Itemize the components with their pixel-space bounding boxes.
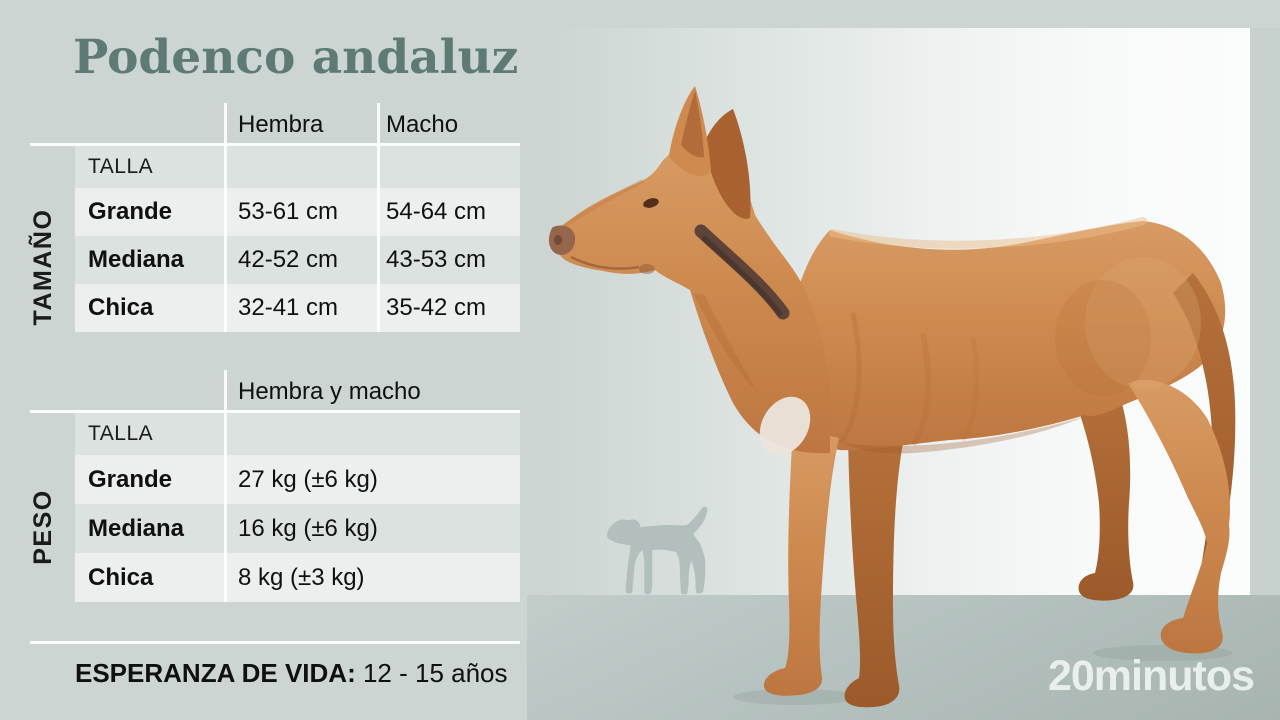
page-title: Podenco andaluz [73,30,519,85]
table-row: Grande 53-61 cm 54-64 cm [75,188,520,236]
size-row-male-value: 43-53 cm [386,246,487,273]
weight-col-header: Hembra y macho [238,378,421,405]
size-group-label: TALLA [88,155,154,178]
size-row-label: Chica [88,294,154,321]
weight-row-label: Grande [88,465,173,493]
weight-row-label: Chica [88,563,154,591]
photo-right-edge [1250,28,1280,598]
weight-row-value: 16 kg (±6 kg) [238,514,378,542]
weight-row-label: Mediana [88,514,185,542]
weight-group-stripe [75,413,520,455]
size-row-female-value: 32-41 cm [238,294,339,321]
table-row: Chica 32-41 cm 35-42 cm [75,284,520,332]
size-column-divider-2 [377,103,380,332]
weight-header-divider [30,410,520,413]
weight-section-label: PESO [29,489,57,565]
size-row-male-value: 35-42 cm [386,294,487,321]
brand-logo: 20minutos [1047,652,1255,700]
floor-band [527,595,1280,720]
size-group-stripe [75,146,520,188]
table-row: Mediana 42-52 cm 43-53 cm [75,236,520,284]
size-row-female-value: 53-61 cm [238,198,339,225]
size-header-divider [30,143,520,146]
life-expectancy-value: 12 - 15 años [362,658,508,688]
weight-column-divider [224,370,227,602]
table-row: Chica 8 kg (±3 kg) [75,553,520,602]
table-row: Grande 27 kg (±6 kg) [75,455,520,504]
weight-group-label: TALLA [88,422,154,445]
size-row-female-value: 42-52 cm [238,246,339,273]
dog-photo [548,86,1236,708]
life-expectancy-label: ESPERANZA DE VIDA: [75,658,356,688]
table-row: Mediana 16 kg (±6 kg) [75,504,520,553]
size-column-divider-1 [224,103,227,332]
size-row-label: Grande [88,198,173,225]
size-section-label: TAMAÑO [29,208,57,326]
life-expectancy: ESPERANZA DE VIDA: 12 - 15 años [75,658,508,689]
weight-row-value: 27 kg (±6 kg) [238,465,378,493]
size-col-header-male: Macho [386,111,459,138]
size-row-male-value: 54-64 cm [386,198,487,225]
size-row-label: Mediana [88,246,185,273]
dog-silhouette-icon [606,506,708,595]
footer-divider [30,641,520,644]
weight-row-value: 8 kg (±3 kg) [238,563,365,591]
size-col-header-female: Hembra [238,111,324,138]
